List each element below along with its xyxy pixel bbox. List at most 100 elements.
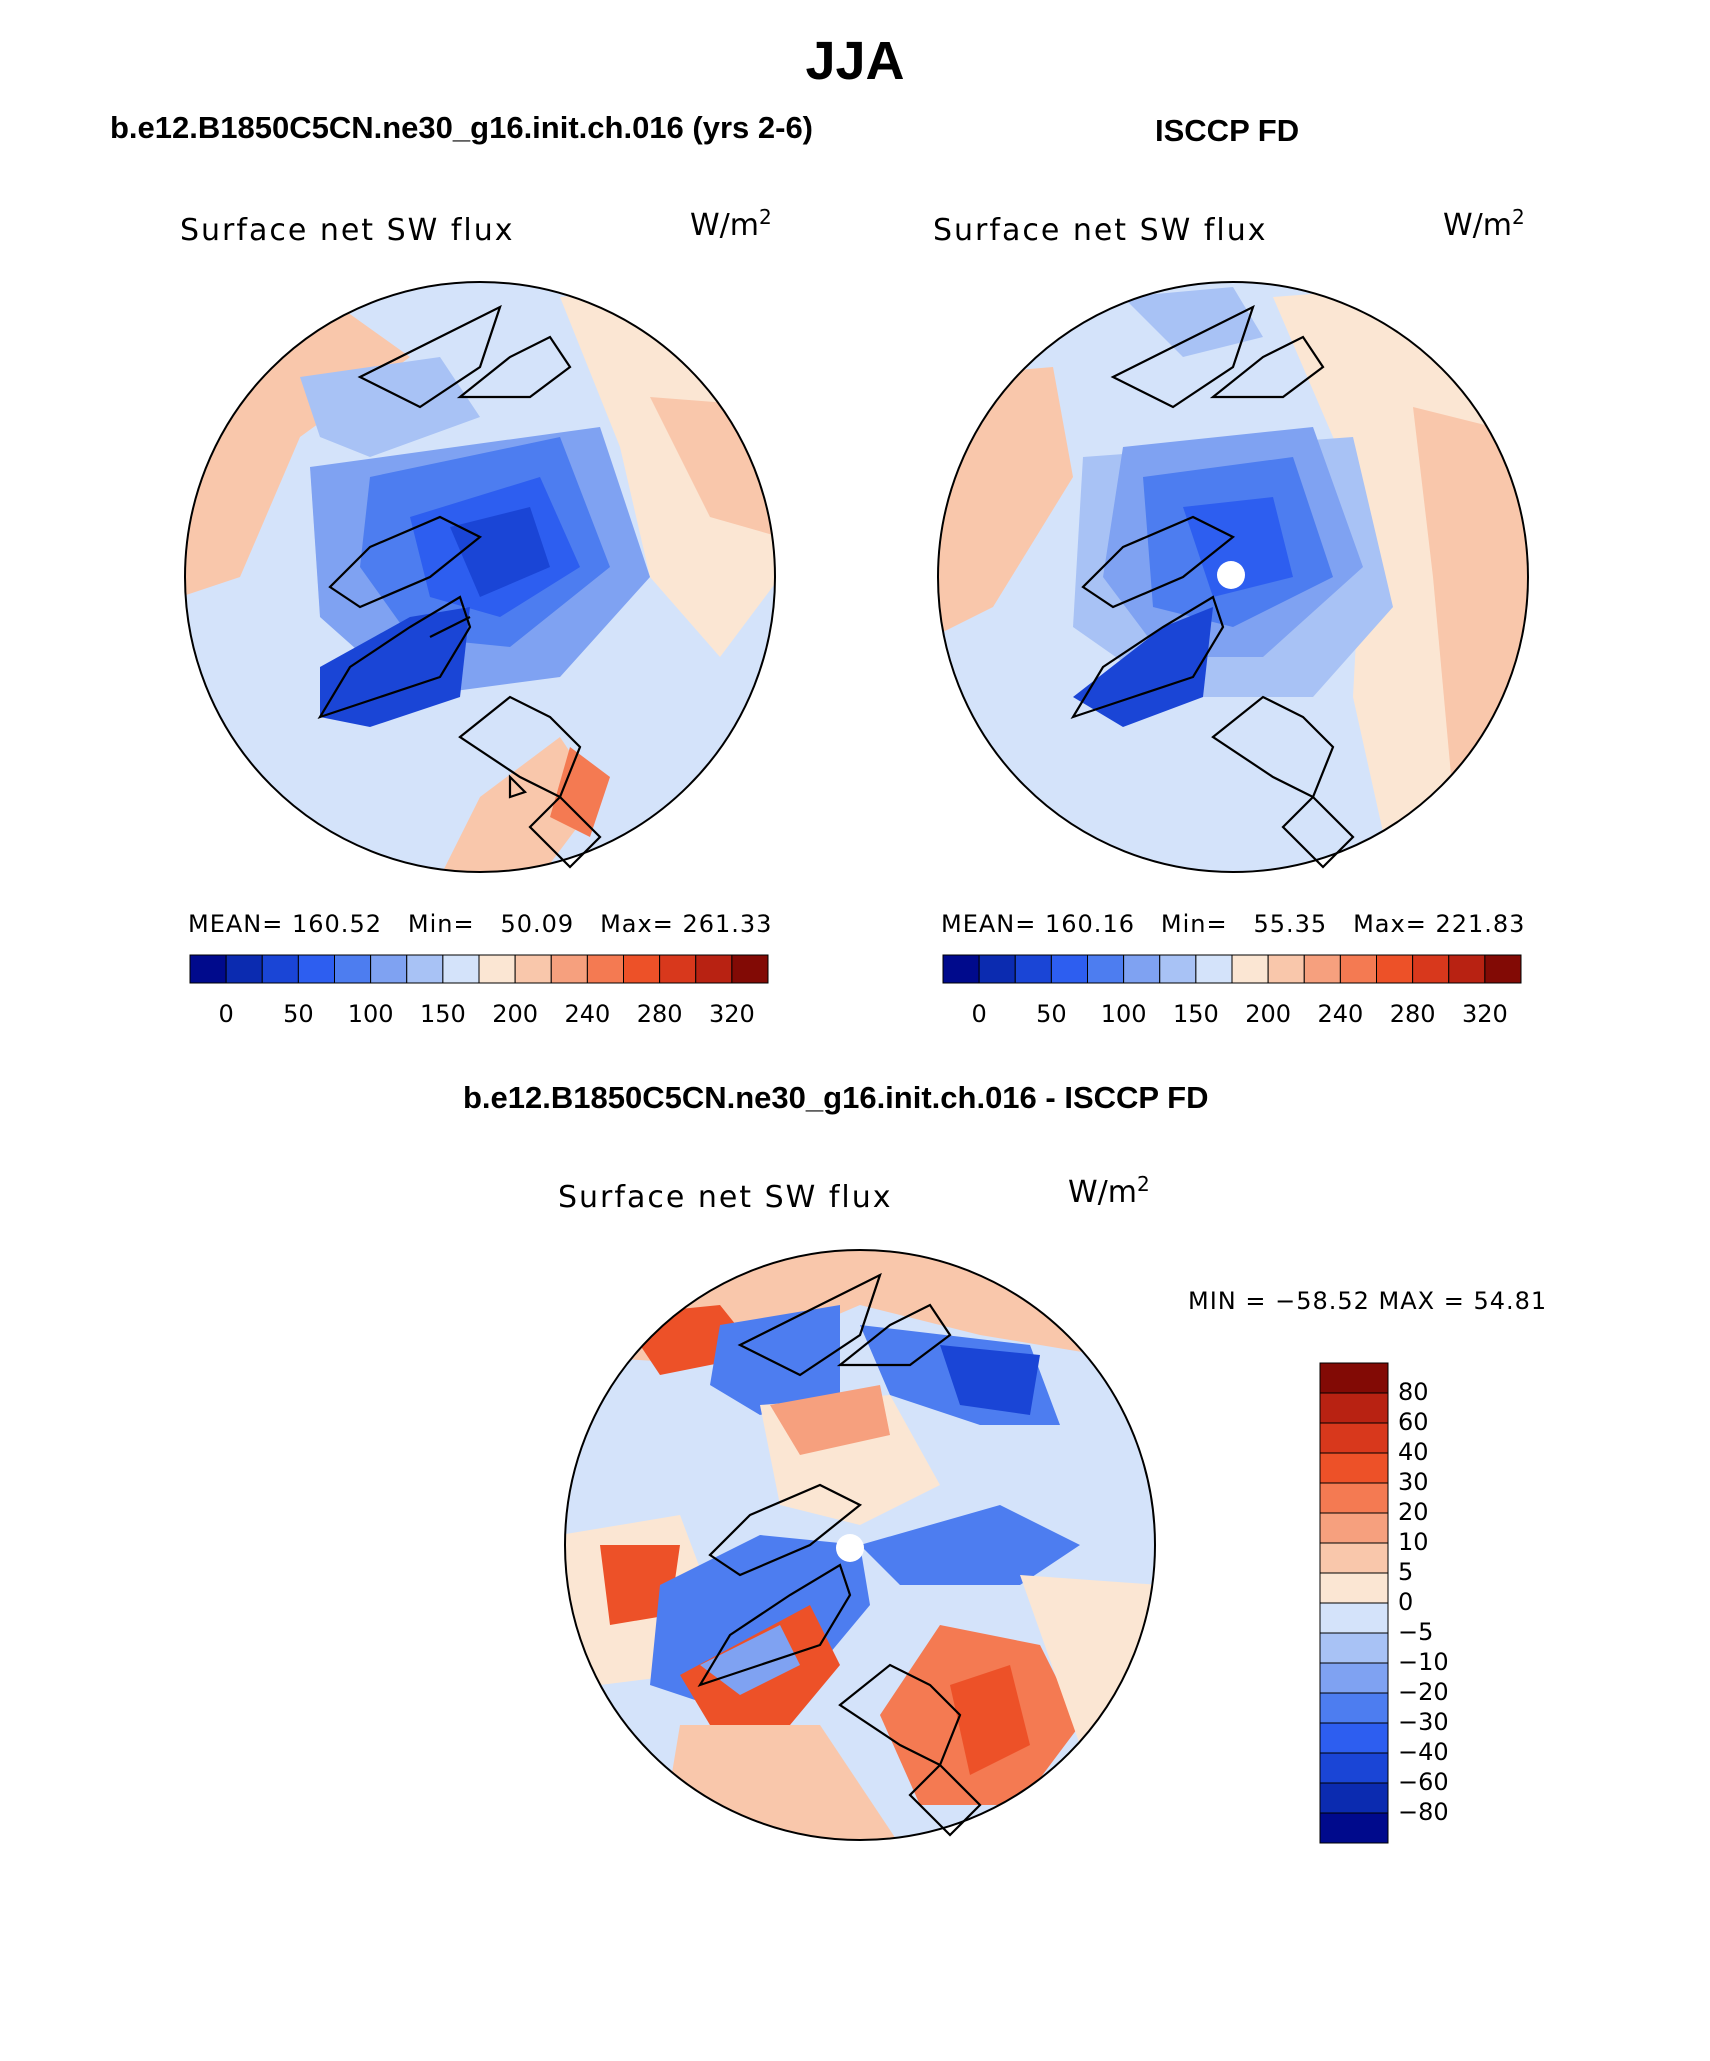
diff-colorbar-label: 60	[1398, 1408, 1429, 1436]
diff-colorbar-swatch	[1319, 1752, 1389, 1784]
model-colorbar-tick-label: 280	[636, 1000, 683, 1028]
model-colorbar-swatch	[586, 954, 624, 984]
model-variable-label: Surface net SW flux	[180, 213, 515, 248]
model-colorbar-tick-label: 50	[283, 1000, 314, 1028]
model-colorbar-swatch	[225, 954, 263, 984]
diff-minmax: MIN = −58.52 MAX = 54.81	[1188, 1287, 1548, 1315]
model-colorbar-tick-label: 100	[347, 1000, 394, 1028]
obs-colorbar-tick-label: 320	[1461, 1000, 1508, 1028]
diff-colorbar-swatch	[1319, 1662, 1389, 1694]
model-stats: MEAN= 160.52 Min= 50.09 Max= 261.33	[188, 910, 772, 938]
diff-polar-map	[564, 1249, 1156, 1841]
model-colorbar-swatch	[659, 954, 697, 984]
obs-colorbar-tick-label: 200	[1245, 1000, 1292, 1028]
model-case-title: b.e12.B1850C5CN.ne30_g16.init.ch.016 (yr…	[110, 110, 814, 145]
model-colorbar-swatch	[478, 954, 516, 984]
obs-colorbar-swatch	[1484, 954, 1522, 984]
obs-mean-value: 160.16	[1045, 910, 1135, 938]
diff-colorbar-label: −30	[1398, 1708, 1449, 1736]
diff-colorbar-swatch	[1319, 1812, 1389, 1844]
model-polar-map	[184, 281, 776, 873]
diff-colorbar-swatch	[1319, 1692, 1389, 1724]
diff-colorbar-label: −80	[1398, 1798, 1449, 1826]
diff-colorbar-label: 80	[1398, 1378, 1429, 1406]
obs-colorbar-swatch	[1303, 954, 1341, 984]
obs-polar-map	[937, 281, 1529, 873]
model-colorbar-tick-label: 240	[564, 1000, 611, 1028]
diff-colorbar-swatch	[1319, 1782, 1389, 1814]
diff-colorbar-label: 5	[1398, 1558, 1414, 1586]
obs-variable-label: Surface net SW flux	[933, 213, 1268, 248]
obs-case-title: ISCCP FD	[1155, 113, 1300, 148]
model-colorbar-swatch	[370, 954, 408, 984]
obs-max-label: Max=	[1353, 910, 1427, 938]
obs-colorbar	[942, 954, 1522, 984]
model-colorbar-tick-label: 320	[708, 1000, 755, 1028]
diff-colorbar-label: 0	[1398, 1588, 1414, 1616]
obs-mean-label: MEAN=	[941, 910, 1037, 938]
diff-colorbar-swatch	[1319, 1482, 1389, 1514]
diff-units-label: W/m2	[1068, 1172, 1150, 1210]
diff-colorbar-label: 20	[1398, 1498, 1429, 1526]
model-max-value: 261.33	[682, 910, 773, 938]
diff-colorbar-swatch	[1319, 1392, 1389, 1424]
model-colorbar-tick-label: 200	[492, 1000, 539, 1028]
model-colorbar-swatch	[550, 954, 588, 984]
diff-colorbar-swatch	[1319, 1722, 1389, 1754]
model-colorbar-tick-label: 0	[218, 1000, 234, 1028]
diff-colorbar-swatch	[1319, 1572, 1389, 1604]
diff-colorbar-label: 30	[1398, 1468, 1429, 1496]
model-mean-label: MEAN=	[188, 910, 284, 938]
obs-max-value: 221.83	[1435, 910, 1526, 938]
model-colorbar-swatch	[406, 954, 444, 984]
model-min-label: Min=	[407, 910, 475, 938]
diff-colorbar-swatch	[1319, 1362, 1389, 1394]
diff-colorbar-label: −5	[1398, 1618, 1434, 1646]
obs-colorbar-swatch	[1339, 954, 1377, 984]
obs-colorbar-swatch	[1123, 954, 1161, 984]
obs-colorbar-swatch	[1448, 954, 1486, 984]
model-colorbar-swatch	[623, 954, 661, 984]
obs-colorbar-swatch	[1014, 954, 1052, 984]
obs-min-label: Min=	[1160, 910, 1228, 938]
obs-units-label: W/m2	[1443, 205, 1525, 243]
diff-colorbar-swatch	[1319, 1512, 1389, 1544]
diff-colorbar-label: 10	[1398, 1528, 1429, 1556]
obs-colorbar-tick-label: 240	[1317, 1000, 1364, 1028]
main-title: JJA	[805, 31, 905, 91]
diff-colorbar-label: −10	[1398, 1648, 1449, 1676]
diff-colorbar-swatch	[1319, 1422, 1389, 1454]
obs-colorbar-tick-label: 150	[1172, 1000, 1219, 1028]
model-units-label: W/m2	[690, 205, 772, 243]
obs-stats: MEAN= 160.16 Min= 55.35 Max= 221.83	[941, 910, 1525, 938]
diff-colorbar-label: −20	[1398, 1678, 1449, 1706]
obs-colorbar-tick-label: 100	[1100, 1000, 1147, 1028]
model-colorbar-swatch	[442, 954, 480, 984]
diff-colorbar-swatch	[1319, 1632, 1389, 1664]
obs-colorbar-swatch	[1195, 954, 1233, 984]
obs-colorbar-swatch	[1412, 954, 1450, 984]
model-min-value: 50.09	[500, 910, 575, 938]
model-colorbar-tick-label: 150	[419, 1000, 466, 1028]
diff-variable-label: Surface net SW flux	[558, 1180, 893, 1215]
obs-colorbar-swatch	[1050, 954, 1088, 984]
model-max-label: Max=	[600, 910, 674, 938]
diff-colorbar	[1319, 1362, 1389, 1844]
diff-colorbar-swatch	[1319, 1452, 1389, 1484]
model-colorbar	[189, 954, 769, 984]
diff-colorbar-swatch	[1319, 1542, 1389, 1574]
obs-min-value: 55.35	[1253, 910, 1328, 938]
model-colorbar-swatch	[189, 954, 227, 984]
diff-colorbar-label: −60	[1398, 1768, 1449, 1796]
obs-colorbar-tick-label: 280	[1389, 1000, 1436, 1028]
obs-colorbar-swatch	[1087, 954, 1125, 984]
model-colorbar-swatch	[731, 954, 769, 984]
diff-colorbar-label: −40	[1398, 1738, 1449, 1766]
diff-colorbar-swatch	[1319, 1602, 1389, 1634]
model-colorbar-swatch	[261, 954, 299, 984]
obs-colorbar-swatch	[978, 954, 1016, 984]
obs-colorbar-tick-label: 50	[1036, 1000, 1067, 1028]
model-colorbar-swatch	[297, 954, 335, 984]
obs-colorbar-swatch	[1159, 954, 1197, 984]
model-mean-value: 160.52	[292, 910, 382, 938]
